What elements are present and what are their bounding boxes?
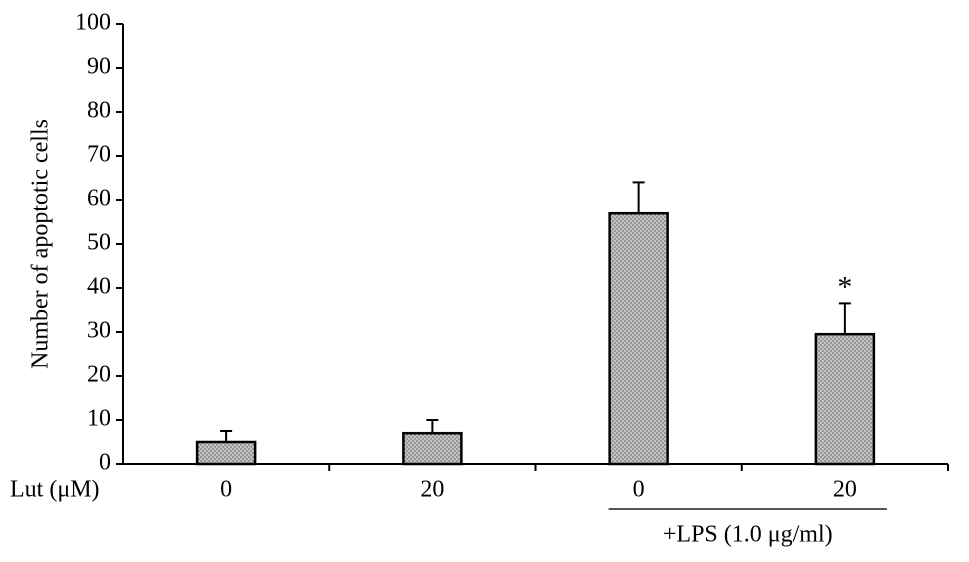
x-tick-label: 20 (420, 477, 444, 503)
y-tick-label: 10 (87, 406, 111, 432)
bar (402, 431, 463, 466)
bar (814, 332, 876, 466)
y-tick-label: 50 (87, 230, 111, 256)
x-tick-label: 0 (633, 477, 645, 503)
x-axis-label: Lut (μM) (10, 477, 100, 503)
y-tick-label: 90 (87, 54, 111, 80)
bar (195, 440, 257, 466)
group-label: +LPS (1.0 μg/ml) (663, 522, 833, 548)
y-tick-label: 40 (87, 274, 111, 300)
bar (608, 211, 669, 466)
y-tick-label: 30 (87, 318, 111, 344)
y-tick-label: 100 (75, 10, 111, 36)
y-tick-label: 0 (99, 450, 111, 476)
x-tick-label: 20 (833, 477, 857, 503)
y-axis-label: Number of apoptotic cells (28, 119, 54, 369)
y-tick-label: 80 (87, 98, 111, 124)
x-tick-label: 0 (220, 477, 232, 503)
y-tick-label: 20 (87, 362, 111, 388)
y-tick-label: 60 (87, 186, 111, 212)
y-tick-label: 70 (87, 142, 111, 168)
significance-mark: * (837, 270, 852, 303)
